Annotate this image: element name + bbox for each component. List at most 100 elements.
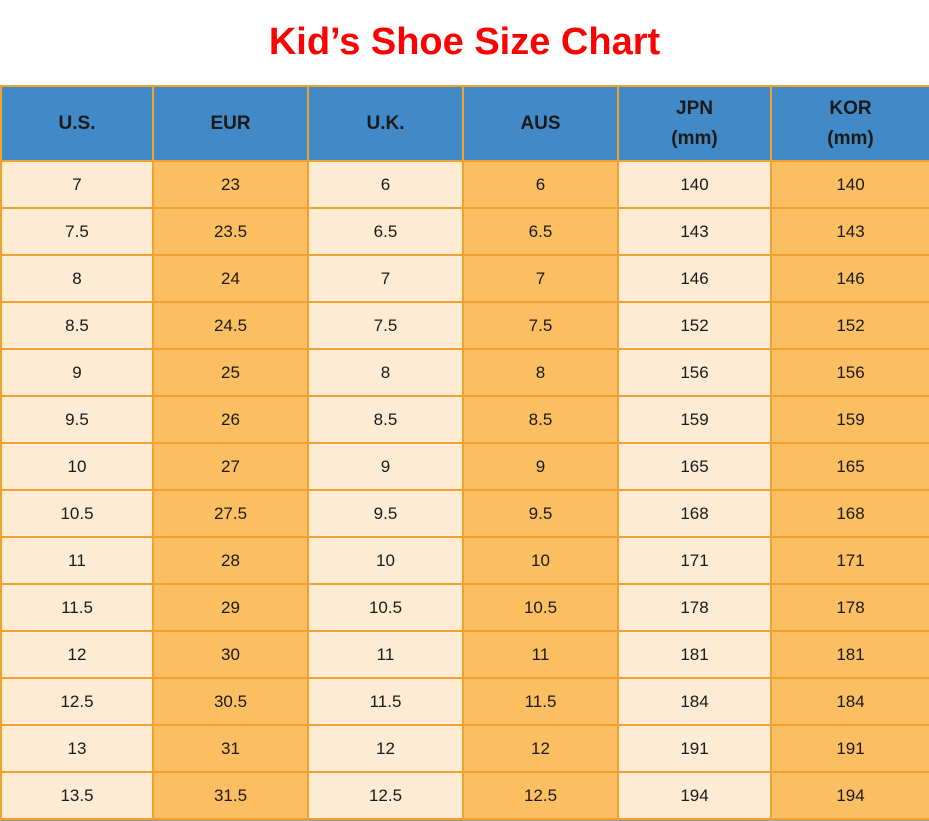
cell-jpn: 171 (617, 536, 772, 585)
cell-uk: 9 (307, 442, 464, 491)
header-row: U.S. EUR U.K. AUS JPN (mm) KOR (mm) (0, 85, 929, 162)
cell-jpn: 140 (617, 160, 772, 209)
cell-aus: 11.5 (462, 677, 619, 726)
cell-aus: 8.5 (462, 395, 619, 444)
cell-us: 10 (0, 442, 154, 491)
cell-eur: 30.5 (152, 677, 309, 726)
table-header: U.S. EUR U.K. AUS JPN (mm) KOR (mm) (0, 85, 929, 162)
cell-uk: 6 (307, 160, 464, 209)
cell-uk: 8.5 (307, 395, 464, 444)
table-row: 9.5 26 8.5 8.5 159 159 (0, 395, 929, 444)
cell-kor: 165 (770, 442, 929, 491)
column-header-label: U.S. (58, 112, 96, 134)
shoe-size-table: U.S. EUR U.K. AUS JPN (mm) KOR (mm) 7 23 6 6 140 140… (0, 85, 929, 820)
cell-eur: 23.5 (152, 207, 309, 256)
table-row: 11.5 29 10.5 10.5 178 178 (0, 583, 929, 632)
table-row: 13 31 12 12 191 191 (0, 724, 929, 773)
cell-us: 9.5 (0, 395, 154, 444)
table-row: 12 30 11 11 181 181 (0, 630, 929, 679)
cell-us: 8.5 (0, 301, 154, 350)
cell-jpn: 165 (617, 442, 772, 491)
cell-jpn: 168 (617, 489, 772, 538)
page-title: Kid’s Shoe Size Chart (268, 21, 661, 63)
cell-eur: 24 (152, 254, 309, 303)
cell-jpn: 191 (617, 724, 772, 773)
table-body: 7 23 6 6 140 140 7.5 23.5 6.5 6.5 143 143 8 24 7 7 146 14… (0, 160, 929, 820)
cell-kor: 140 (770, 160, 929, 209)
cell-us: 12.5 (0, 677, 154, 726)
column-header-aus: AUS (462, 85, 619, 162)
cell-uk: 7 (307, 254, 464, 303)
table-row: 8.5 24.5 7.5 7.5 152 152 (0, 301, 929, 350)
table-row: 7.5 23.5 6.5 6.5 143 143 (0, 207, 929, 256)
cell-us: 11.5 (0, 583, 154, 632)
cell-us: 11 (0, 536, 154, 585)
column-header-label: JPN (676, 98, 713, 120)
cell-aus: 7.5 (462, 301, 619, 350)
cell-kor: 178 (770, 583, 929, 632)
cell-aus: 7 (462, 254, 619, 303)
cell-jpn: 184 (617, 677, 772, 726)
table-row: 12.5 30.5 11.5 11.5 184 184 (0, 677, 929, 726)
column-header-label: KOR (829, 98, 872, 120)
cell-kor: 168 (770, 489, 929, 538)
table-row: 9 25 8 8 156 156 (0, 348, 929, 397)
table-row: 10.5 27.5 9.5 9.5 168 168 (0, 489, 929, 538)
cell-uk: 6.5 (307, 207, 464, 256)
cell-kor: 143 (770, 207, 929, 256)
cell-aus: 10 (462, 536, 619, 585)
cell-us: 13 (0, 724, 154, 773)
cell-us: 8 (0, 254, 154, 303)
cell-us: 12 (0, 630, 154, 679)
cell-eur: 29 (152, 583, 309, 632)
cell-eur: 31 (152, 724, 309, 773)
cell-us: 10.5 (0, 489, 154, 538)
cell-jpn: 159 (617, 395, 772, 444)
cell-eur: 28 (152, 536, 309, 585)
column-header-label: U.K. (366, 112, 405, 134)
column-header-jpn: JPN (mm) (617, 85, 772, 162)
cell-eur: 24.5 (152, 301, 309, 350)
table-row: 10 27 9 9 165 165 (0, 442, 929, 491)
cell-aus: 6.5 (462, 207, 619, 256)
cell-aus: 9 (462, 442, 619, 491)
cell-aus: 6 (462, 160, 619, 209)
cell-jpn: 143 (617, 207, 772, 256)
cell-eur: 30 (152, 630, 309, 679)
cell-uk: 10 (307, 536, 464, 585)
cell-aus: 12.5 (462, 771, 619, 820)
cell-aus: 9.5 (462, 489, 619, 538)
cell-eur: 27.5 (152, 489, 309, 538)
cell-uk: 12 (307, 724, 464, 773)
cell-uk: 9.5 (307, 489, 464, 538)
cell-uk: 10.5 (307, 583, 464, 632)
cell-aus: 8 (462, 348, 619, 397)
cell-uk: 12.5 (307, 771, 464, 820)
cell-eur: 31.5 (152, 771, 309, 820)
cell-uk: 8 (307, 348, 464, 397)
cell-eur: 27 (152, 442, 309, 491)
cell-aus: 12 (462, 724, 619, 773)
table-row: 13.5 31.5 12.5 12.5 194 194 (0, 771, 929, 820)
cell-kor: 152 (770, 301, 929, 350)
cell-uk: 11.5 (307, 677, 464, 726)
cell-uk: 11 (307, 630, 464, 679)
cell-us: 7 (0, 160, 154, 209)
cell-kor: 191 (770, 724, 929, 773)
cell-uk: 7.5 (307, 301, 464, 350)
cell-eur: 25 (152, 348, 309, 397)
cell-kor: 146 (770, 254, 929, 303)
cell-us: 13.5 (0, 771, 154, 820)
column-header-uk: U.K. (307, 85, 464, 162)
cell-jpn: 146 (617, 254, 772, 303)
cell-eur: 23 (152, 160, 309, 209)
column-header-us: U.S. (0, 85, 154, 162)
cell-jpn: 181 (617, 630, 772, 679)
table-row: 8 24 7 7 146 146 (0, 254, 929, 303)
cell-aus: 10.5 (462, 583, 619, 632)
cell-kor: 194 (770, 771, 929, 820)
cell-jpn: 156 (617, 348, 772, 397)
column-header-eur: EUR (152, 85, 309, 162)
cell-kor: 159 (770, 395, 929, 444)
